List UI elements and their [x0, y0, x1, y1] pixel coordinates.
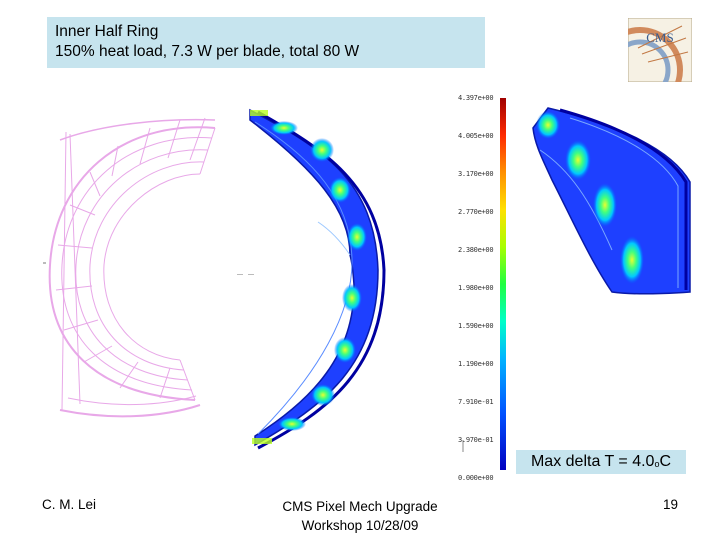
colorbar-label: 2.380e+00 [458, 246, 494, 254]
colorbar-label: 2.770e+00 [458, 208, 494, 216]
cms-logo: CMS [628, 18, 692, 82]
colorbar-label: 0.000e+00 [458, 474, 494, 482]
degree-sign: o [654, 459, 660, 469]
colorbar [500, 98, 506, 470]
page-number: 19 [662, 497, 678, 512]
colorbar-label: 3.170e+00 [458, 170, 494, 178]
max-delta-unit: C [659, 453, 672, 470]
footer-event: CMS Pixel Mech Upgrade Workshop 10/28/09 [260, 497, 460, 535]
colorbar-label: 3.970e-01 [458, 436, 494, 444]
contour-half-ring [249, 108, 386, 450]
title-line-1: Inner Half Ring [55, 23, 159, 40]
footer-author: C. M. Lei [42, 497, 97, 512]
logo-text: CMS [646, 30, 673, 45]
logo-ring-inner [628, 39, 671, 82]
colorbar-label: 1.980e+00 [458, 284, 494, 292]
title-box: Inner Half Ring 150% heat load, 7.3 W pe… [47, 17, 485, 68]
footer-event-line-2: Workshop 10/28/09 [301, 518, 419, 533]
logo-tracks [637, 25, 689, 63]
colorbar-label: 1.190e+00 [458, 360, 494, 368]
title-line-2: 150% heat load, 7.3 W per blade, total 8… [55, 43, 360, 60]
colorbar-label: 4.397e+00 [458, 94, 494, 102]
wireframe-half-ring [48, 117, 216, 418]
wireframe-markers [43, 262, 254, 275]
colorbar-label: 4.005e+00 [458, 132, 494, 140]
contour-detail [532, 107, 691, 295]
logo-ring-outer [628, 27, 683, 82]
max-delta-annotation: Max delta T = 4.0oC [516, 450, 686, 474]
colorbar-label: 1.590e+00 [458, 322, 494, 330]
max-delta-text: Max delta T = 4.0 [530, 453, 655, 470]
footer-event-line-1: CMS Pixel Mech Upgrade [282, 499, 438, 514]
colorbar-label: 7.910e-01 [458, 398, 494, 406]
